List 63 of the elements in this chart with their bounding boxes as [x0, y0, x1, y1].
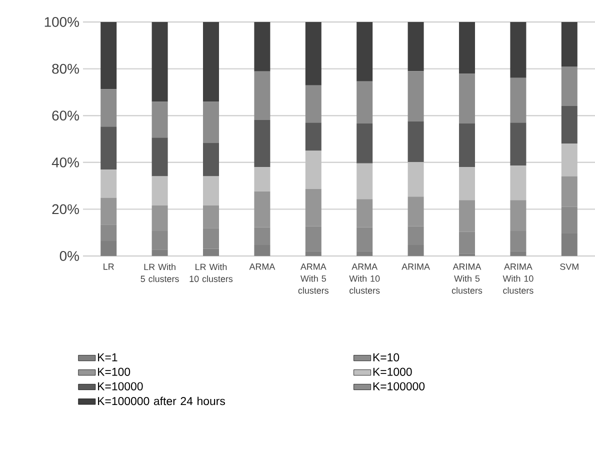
bar: [100, 89, 117, 127]
bar: [305, 122, 322, 151]
bar: [356, 22, 373, 82]
bar: [510, 122, 526, 166]
y-tick-label: 0%: [60, 251, 79, 261]
bar: [305, 22, 322, 86]
bar: [408, 22, 424, 72]
y-tick-label: 100%: [44, 17, 79, 27]
bar: [510, 78, 526, 123]
bar: [203, 142, 219, 176]
bar: [100, 126, 117, 170]
bar: [356, 163, 373, 200]
legend-label: K=100000: [373, 382, 425, 390]
bar: [152, 22, 168, 102]
bar: [459, 124, 476, 168]
x-tick-label: LR With 10 clusters: [190, 264, 233, 282]
bar: [408, 71, 424, 122]
bar: [408, 162, 424, 197]
bar: [254, 167, 270, 192]
bar: [305, 150, 322, 189]
bar: [561, 22, 578, 66]
x-tick-label: LR With 5 clusters: [140, 264, 179, 282]
bar: [203, 176, 219, 206]
x-tick-label: ARMA With 10 clusters: [349, 264, 380, 294]
x-tick-label: SVM: [560, 264, 578, 270]
x-tick-label: ARIMA: [402, 264, 430, 270]
x-tick-label: ARMA: [249, 264, 276, 270]
bar: [459, 74, 476, 124]
bar: [356, 124, 373, 164]
bar: [100, 170, 117, 198]
x-tick-label: ARMA With 5 clusters: [298, 264, 329, 294]
bar: [561, 106, 578, 144]
bar: [408, 121, 424, 162]
legend-label: K=1000: [373, 368, 412, 376]
legend-label: K=10: [373, 353, 400, 362]
bar: [203, 22, 219, 102]
y-tick-label: 80%: [52, 64, 79, 74]
x-tick-label: ARIMA With 10 clusters: [502, 264, 534, 294]
bar: [356, 81, 373, 124]
legend-label: K=100: [98, 368, 130, 376]
bar: [561, 66, 578, 106]
x-tick-label: ARIMA With 5 clusters: [452, 264, 482, 294]
bar: [254, 120, 270, 168]
legend-label: K=10000: [98, 382, 143, 390]
bar: [561, 143, 578, 176]
bar: [459, 167, 476, 200]
y-tick-label: 60%: [52, 110, 79, 121]
legend-label: K=100000 after 24 hours: [98, 396, 225, 406]
bar: [254, 22, 270, 72]
bar: [152, 102, 168, 138]
bar: [254, 71, 270, 120]
bar: [152, 176, 168, 206]
bar: [152, 138, 168, 176]
bar: [305, 85, 322, 123]
y-tick-label: 20%: [52, 204, 79, 214]
y-tick-label: 40%: [52, 157, 79, 168]
bar: [203, 102, 219, 143]
bar: [510, 22, 526, 78]
bar: [510, 166, 526, 200]
bar: [100, 22, 117, 90]
legend-label: K=1: [98, 353, 118, 362]
bar: [459, 22, 476, 74]
x-tick-label: LR: [104, 264, 114, 270]
